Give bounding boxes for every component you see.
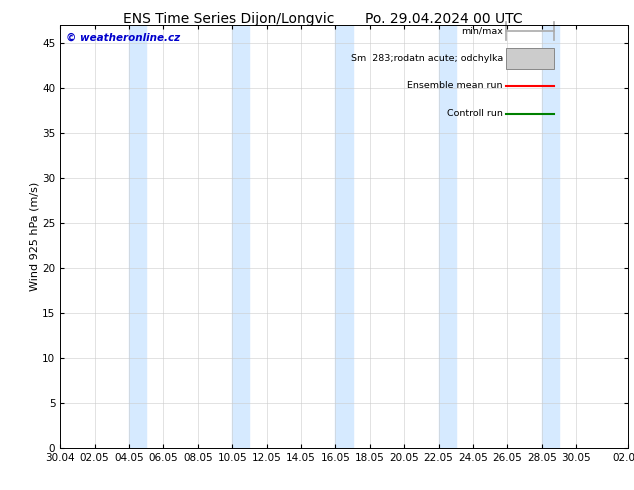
FancyBboxPatch shape: [506, 48, 554, 69]
Bar: [129, 24, 146, 448]
Y-axis label: Wind 925 hPa (m/s): Wind 925 hPa (m/s): [29, 182, 39, 291]
Bar: [335, 24, 353, 448]
Text: Po. 29.04.2024 00 UTC: Po. 29.04.2024 00 UTC: [365, 12, 522, 26]
Bar: [439, 24, 456, 448]
Text: ENS Time Series Dijon/Longvic: ENS Time Series Dijon/Longvic: [122, 12, 334, 26]
Text: min/max: min/max: [461, 26, 503, 35]
Bar: [541, 24, 559, 448]
Text: Sm  283;rodatn acute; odchylka: Sm 283;rodatn acute; odchylka: [351, 54, 503, 63]
Text: © weatheronline.cz: © weatheronline.cz: [66, 33, 180, 43]
Bar: [232, 24, 249, 448]
Text: Ensemble mean run: Ensemble mean run: [407, 81, 503, 91]
Text: Controll run: Controll run: [447, 109, 503, 118]
